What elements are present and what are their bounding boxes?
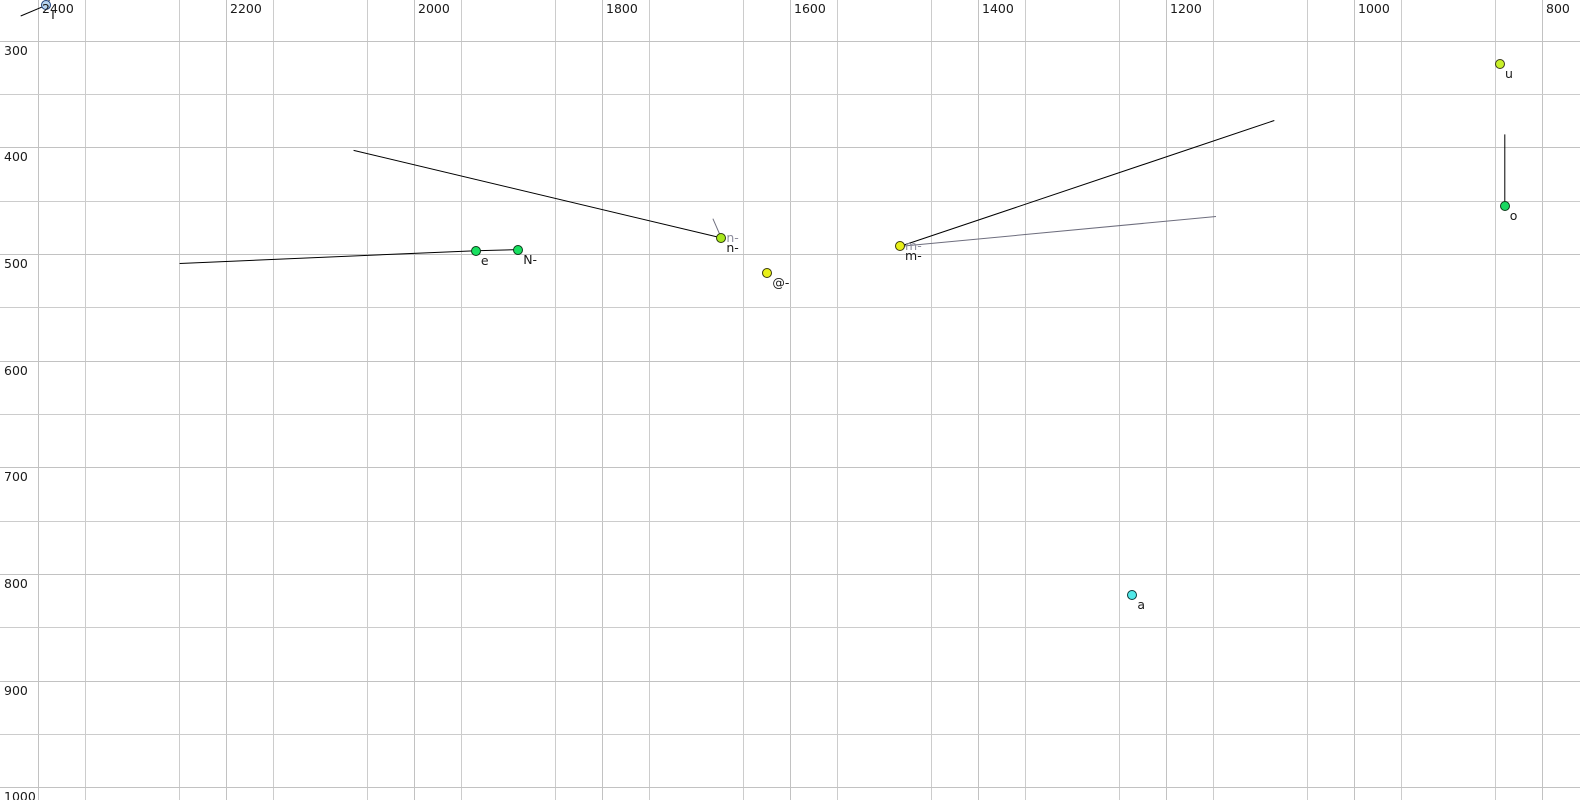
data-point-label-ghost: n- (726, 229, 739, 245)
x-axis-tick-label: 1800 (606, 1, 638, 16)
data-point-marker[interactable] (41, 0, 52, 11)
data-point-marker[interactable] (762, 268, 773, 279)
data-point-label: a (1137, 597, 1145, 613)
data-point-marker[interactable] (895, 241, 906, 252)
data-point-label: I (51, 7, 55, 23)
x-axis-tick-label: 1600 (794, 1, 826, 16)
x-axis-tick-label: 1200 (1170, 1, 1202, 16)
data-point-label-ghost: m- (905, 238, 922, 254)
x-axis-tick-label: 2200 (230, 1, 262, 16)
y-axis-tick-label: 500 (4, 256, 28, 271)
y-axis-tick-label: 700 (4, 469, 28, 484)
data-point-marker[interactable] (513, 244, 524, 255)
data-point-label: n- (726, 239, 739, 255)
x-axis-tick-label: 1000 (1358, 1, 1390, 16)
data-point-label: e (480, 252, 489, 268)
y-axis-tick-label: 600 (4, 363, 28, 378)
x-axis-tick-label: 2400 (42, 1, 74, 16)
x-axis-tick-label: 1400 (982, 1, 1014, 16)
x-axis-tick-label: 2000 (418, 1, 450, 16)
data-point-marker[interactable] (1499, 200, 1510, 211)
y-axis-tick-label: 300 (4, 43, 28, 58)
data-point-label: m- (905, 248, 922, 264)
data-point-marker[interactable] (716, 232, 727, 243)
data-point-label: @- (772, 275, 790, 291)
y-axis-tick-label: 800 (4, 576, 28, 591)
data-point-label: o (1509, 207, 1518, 223)
data-point-marker[interactable] (1495, 59, 1506, 69)
data-point-label: N- (523, 251, 538, 267)
y-axis-tick-label: 1000 (4, 789, 36, 800)
data-point-marker[interactable] (470, 245, 481, 256)
x-axis-tick-label: 800 (1546, 1, 1570, 16)
y-axis-tick-label: 900 (4, 683, 28, 698)
y-axis-tick-label: 400 (4, 149, 28, 164)
data-point-label: u (1505, 66, 1513, 81)
data-point-marker[interactable] (1127, 590, 1138, 601)
